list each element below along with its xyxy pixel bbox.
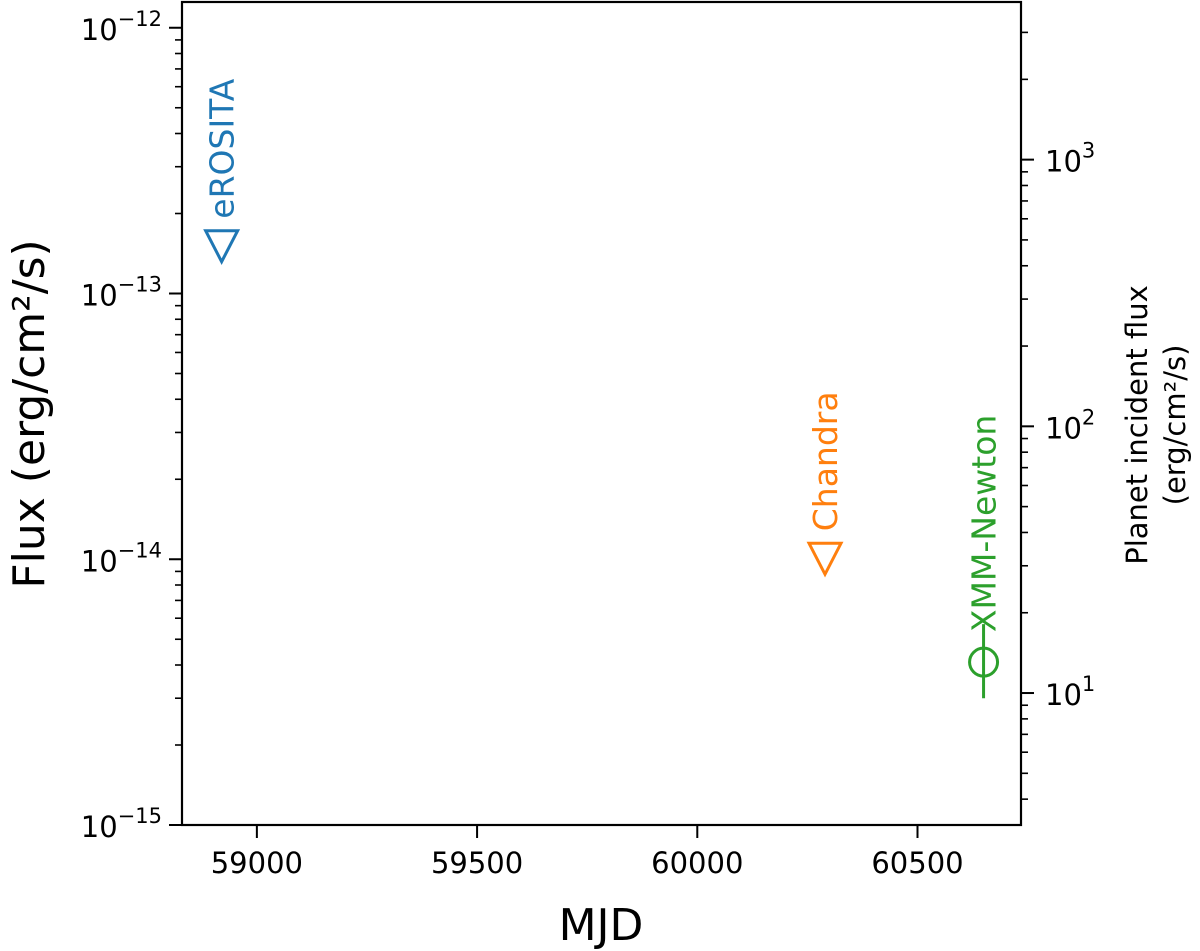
xmm-newton-marker [968, 646, 1000, 678]
right-y-tick-label: 103 [1045, 139, 1095, 179]
right-y-axis-label-line2: (erg/cm²/s) [1158, 345, 1192, 506]
x-tick-label: 60500 [871, 846, 963, 880]
y-tick-label: 10−12 [81, 7, 162, 47]
y-axis-ticks: 10−15 10−14 10−13 10−12 [81, 7, 182, 844]
y-tick-label: 10−14 [81, 538, 162, 578]
plot-area [180, 0, 1023, 827]
x-axis-ticks: 59000 59500 60000 60500 [211, 825, 964, 880]
x-tick-label: 60000 [651, 846, 743, 880]
x-tick-label: 59000 [211, 846, 303, 880]
right-y-axis-label-line1: Planet incident flux [1120, 285, 1154, 565]
right-y-tick-label: 102 [1045, 405, 1095, 445]
xmm-newton-label: XMM-Newton [965, 415, 1004, 632]
right-y-axis-minor-ticks [1021, 31, 1028, 800]
x-axis-label: MJD [559, 900, 644, 951]
x-tick-label: 59500 [431, 846, 523, 880]
right-y-tick-label: 101 [1045, 672, 1095, 712]
y-tick-label: 10−15 [81, 804, 162, 844]
erosita-label: eROSITA [203, 78, 242, 218]
chandra-marker [806, 541, 844, 578]
right-y-axis-ticks: 101 102 103 [1021, 139, 1095, 712]
data-markers: eROSITA Chandra XMM-Newton [203, 78, 1004, 699]
chandra-label: Chandra [806, 391, 845, 531]
y-axis-minor-ticks [175, 39, 182, 746]
erosita-marker [203, 229, 241, 265]
y-axis-label: Flux (erg/cm²/s) [4, 239, 55, 588]
y-tick-label: 10−13 [81, 273, 162, 313]
